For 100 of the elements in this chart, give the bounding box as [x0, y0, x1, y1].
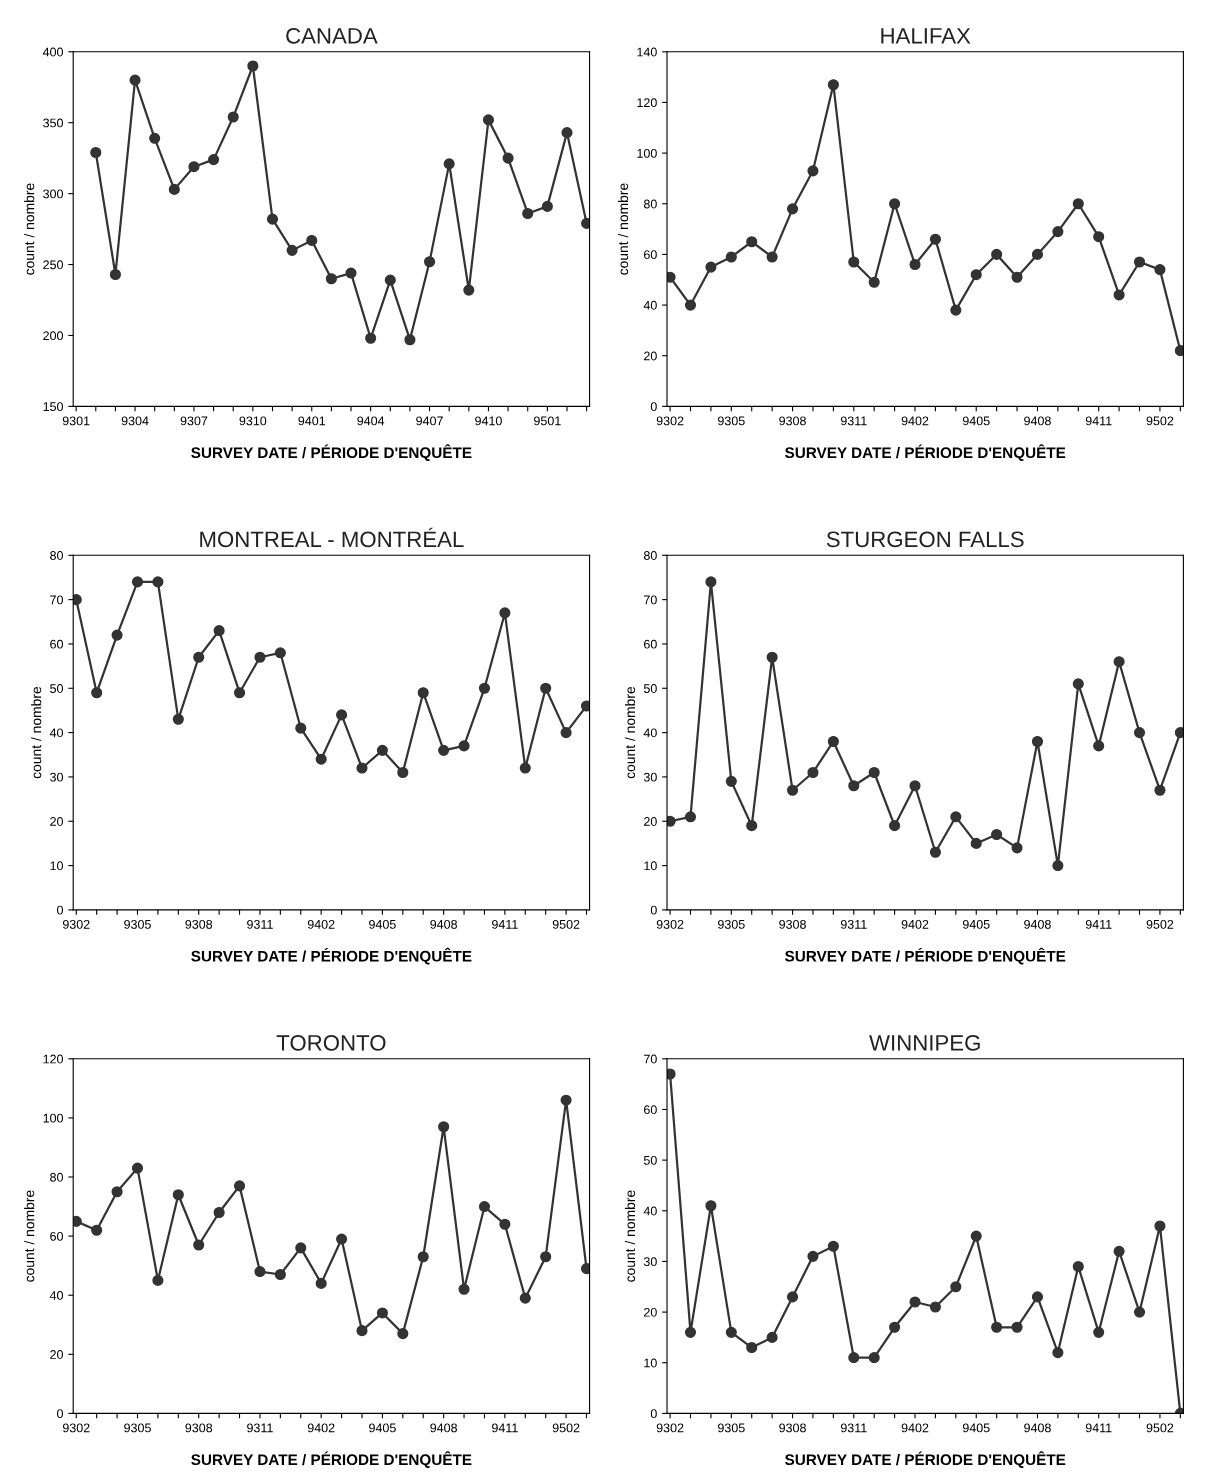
point: [560, 1094, 572, 1106]
point: [109, 268, 121, 281]
y-axis-title: count / nombre: [617, 183, 629, 275]
point: [1011, 271, 1023, 283]
point: [519, 1292, 531, 1304]
chart-title: TORONTO: [276, 1034, 386, 1051]
x-tick-label: 9308: [185, 919, 213, 929]
point: [365, 332, 377, 344]
point: [458, 1283, 470, 1295]
y-tick-label: 0: [650, 905, 657, 915]
point: [274, 1268, 286, 1281]
point: [131, 576, 144, 588]
x-tick-label: 9401: [298, 416, 326, 426]
x-tick-label: 9408: [430, 919, 457, 929]
point: [188, 161, 200, 173]
point: [1113, 1245, 1125, 1257]
point: [295, 722, 307, 734]
point: [684, 1326, 697, 1338]
x-tick-label: 9405: [962, 1423, 990, 1433]
point: [417, 687, 429, 699]
point: [149, 132, 161, 144]
x-tick-label: 9404: [357, 416, 385, 426]
point: [746, 1341, 758, 1354]
y-tick-label: 140: [637, 47, 657, 57]
point: [950, 1281, 962, 1293]
point: [438, 744, 450, 756]
point: [1093, 231, 1105, 243]
point: [1133, 1306, 1146, 1318]
chart-title: HALIFAX: [881, 28, 971, 44]
x-tick-label: 9302: [656, 1423, 684, 1433]
y-tick-label: 50: [643, 684, 657, 693]
y-tick-label: 100: [637, 148, 657, 158]
point: [384, 274, 396, 286]
point: [356, 762, 368, 774]
point: [193, 651, 205, 663]
point: [1052, 860, 1064, 872]
point: [889, 198, 901, 210]
y-tick-label: 70: [644, 595, 657, 605]
point: [376, 1307, 388, 1319]
point: [827, 735, 839, 748]
y-tick-label: 20: [50, 1350, 63, 1359]
point: [889, 820, 901, 832]
x-tick-label: 9302: [62, 1423, 90, 1433]
x-tick-label: 9311: [840, 919, 867, 929]
point: [909, 258, 921, 271]
y-tick-label: 20: [644, 817, 657, 826]
point: [172, 713, 184, 725]
x-tick-label: 9302: [62, 919, 90, 929]
x-tick-label: 9410: [475, 416, 502, 426]
point: [443, 158, 455, 170]
point: [725, 775, 737, 787]
x-tick-label: 9411: [492, 1423, 518, 1433]
point: [1133, 256, 1146, 268]
point: [807, 1250, 819, 1262]
x-tick-label: 9308: [779, 416, 806, 426]
point: [1113, 656, 1125, 668]
x-tick-label: 9411: [1085, 919, 1112, 929]
point: [152, 1274, 164, 1286]
y-tick-label: 30: [643, 772, 657, 782]
x-tick-label: 9502: [552, 919, 580, 929]
y-tick-label: 40: [49, 728, 63, 738]
y-tick-label: 120: [637, 98, 657, 108]
x-axis-title: SURVEY DATE / PÉRIODE D'ENQUÊTE: [785, 444, 1066, 461]
x-tick-label: 9411: [1085, 416, 1112, 426]
point: [705, 576, 717, 588]
x-tick-label: 9405: [962, 416, 990, 426]
x-tick-label: 9502: [1146, 1423, 1174, 1433]
y-tick-label: 0: [57, 905, 63, 915]
y-tick-label: 200: [43, 331, 63, 341]
point: [111, 1186, 123, 1198]
y-tick-label: 10: [644, 861, 657, 871]
y-tick-label: 30: [50, 772, 63, 782]
point: [950, 811, 962, 823]
x-tick-label: 9408: [430, 1423, 457, 1433]
y-tick-label: 40: [49, 1291, 63, 1300]
y-tick-label: 80: [50, 1172, 63, 1182]
point: [1174, 727, 1184, 739]
x-tick-label: 9308: [779, 1423, 806, 1433]
y-tick-label: 50: [643, 1155, 657, 1165]
x-tick-label: 9501: [534, 416, 561, 426]
x-axis-title: SURVEY DATE / PÉRIODE D'ENQUÊTE: [785, 1451, 1066, 1468]
point: [1031, 248, 1044, 260]
x-axis-title: SURVEY DATE / PÉRIODE D'ENQUÊTE: [191, 947, 472, 965]
x-tick-label: 9407: [416, 416, 443, 426]
point: [868, 1352, 880, 1364]
point: [208, 154, 220, 166]
x-tick-label: 9502: [552, 1423, 580, 1433]
point: [684, 811, 697, 823]
point: [336, 1233, 348, 1245]
point: [152, 576, 164, 588]
x-tick-label: 9305: [124, 919, 151, 929]
point: [1031, 735, 1044, 748]
chart-title: MONTREAL - MONTRÉAL: [200, 527, 464, 548]
point: [929, 1301, 941, 1313]
point: [929, 846, 941, 858]
point: [325, 273, 337, 285]
point: [746, 820, 758, 832]
x-tick-label: 9402: [901, 919, 929, 929]
x-tick-label: 9305: [124, 1423, 151, 1433]
x-tick-label: 9405: [369, 1423, 396, 1433]
